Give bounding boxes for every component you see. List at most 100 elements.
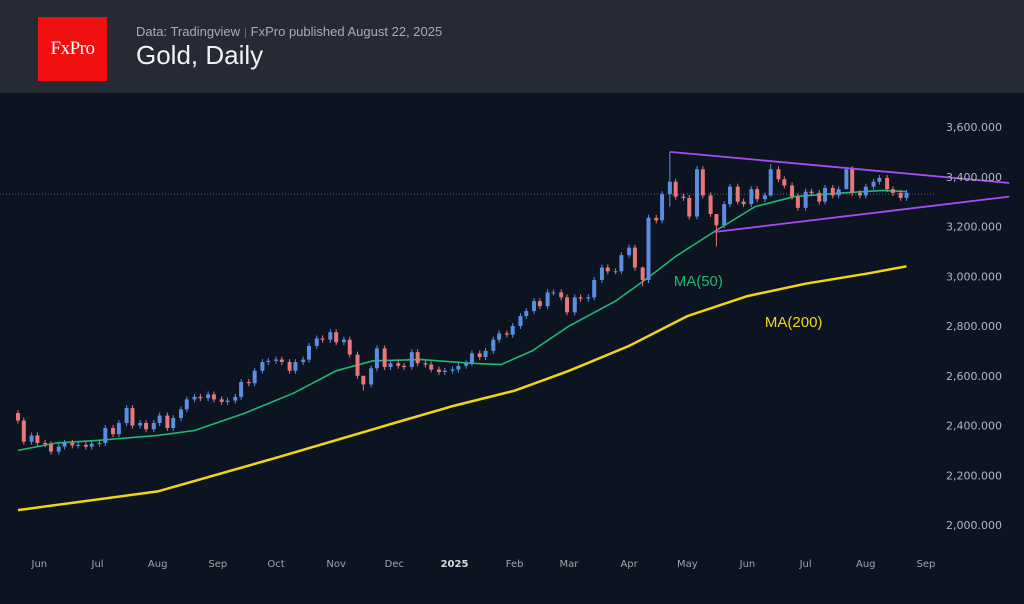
candle-up [572,297,577,313]
candle-up [260,362,265,371]
candle-up [76,444,81,446]
x-tick-label: Jun [31,559,48,570]
candle-down [423,363,428,365]
candle-down [429,364,434,370]
candle-up [844,169,849,190]
x-tick-label: Jul [799,559,812,570]
candle-up [510,326,515,335]
candle-down [320,338,325,340]
x-tick-label: 2025 [441,559,469,570]
candle-down [890,189,895,193]
candle-up [206,394,211,399]
candle-up [307,345,311,360]
y-tick-label: 2,000.000 [946,519,1002,532]
candle-up [586,297,591,299]
candle-up [524,311,529,317]
candle-up [551,292,556,294]
triangle-upper-line [669,150,1010,184]
candle-down [654,217,659,221]
y-tick-label: 2,400.000 [946,420,1002,433]
candle-up [374,348,379,369]
candle-down [355,354,360,376]
candle-down [681,196,686,198]
x-tick-label: May [677,559,698,570]
x-tick-label: Sep [916,559,935,570]
candle-up [89,443,94,447]
candle-up [904,192,909,198]
candle-up [192,396,197,400]
candle-down [776,169,781,180]
candle-up [450,369,455,371]
candle-down [347,339,352,355]
data-source: Data: Tradingview [136,24,241,39]
candle-down [198,396,203,399]
candle-up [157,415,162,424]
ma200-label: MA(200) [765,314,823,331]
candle-down [565,297,570,313]
candle-up [464,363,469,366]
y-tick-label: 2,600.000 [946,370,1002,383]
candle-down [857,192,862,196]
candle-up [225,400,230,402]
candle-up [103,427,108,443]
candle-up [695,169,699,217]
candle-down [741,201,746,205]
candle-up [545,292,550,307]
candle-up [409,352,414,368]
candle-down [402,365,407,368]
candle-down [334,332,339,343]
separator: | [244,28,247,39]
candle-down [246,381,251,384]
y-tick-label: 3,400.000 [946,171,1002,184]
candle-up [314,338,319,346]
candle-up [178,409,183,419]
candle-up [599,267,604,280]
x-axis: Jun Jul Aug Sep Oct Nov Dec 2025 Feb Mar Apr May Jun… [31,559,936,570]
candle-down [830,187,835,196]
candle-down [755,189,760,200]
candle-down [279,359,284,363]
candle-up [871,181,876,187]
candle-down [850,169,855,193]
x-tick-label: Mar [560,559,580,570]
candle-up [491,339,496,351]
candle-up [56,446,61,452]
candle-up [497,333,502,340]
candle-up [660,194,665,221]
candle-up [627,247,632,256]
candle-down [687,197,692,217]
candle-up [646,217,651,280]
candle-down [382,348,387,368]
candle-down [111,427,116,435]
candle-down [700,169,705,196]
candle-up [239,381,244,397]
y-tick-label: 3,600.000 [946,121,1002,134]
candle-down [817,192,822,202]
candle-up [667,181,672,195]
candle-up [442,370,447,373]
candle-down [632,247,637,268]
candle-up [62,442,67,447]
published-date: FxPro published August 22, 2025 [250,24,443,39]
x-tick-label: Sep [208,559,227,570]
y-tick-label: 3,200.000 [946,221,1002,234]
candle-down [795,196,800,208]
candle-up [532,301,537,312]
candle-up [863,186,868,196]
ma50-label: MA(50) [674,273,723,290]
candle-down [735,186,740,202]
candle-up [369,368,374,385]
candle-up [266,360,271,363]
candle-down [790,185,795,197]
candle-up [301,359,306,363]
y-tick-label: 3,000.000 [946,270,1002,283]
candle-down [605,267,610,272]
candle-down [714,214,719,226]
candle-down [35,435,40,443]
candle-up [252,370,257,384]
candle-down [782,179,787,186]
candles [16,151,909,455]
annotations: MA(50) MA(200) [669,150,1010,331]
candle-up [613,271,618,273]
